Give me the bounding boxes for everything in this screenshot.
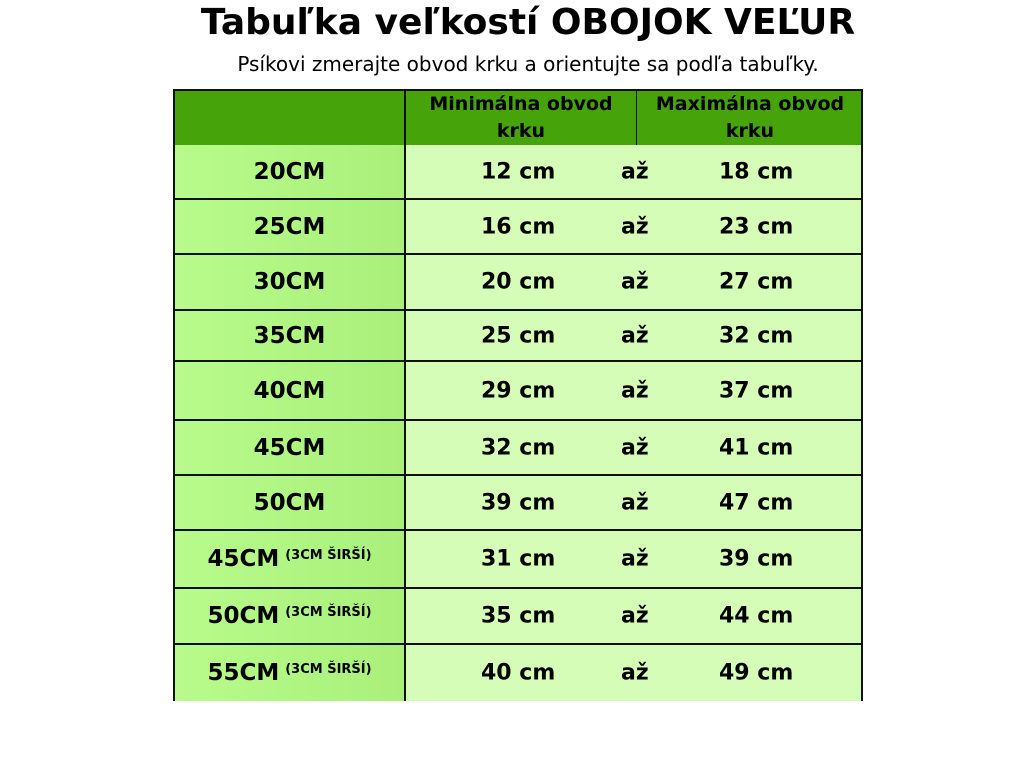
size-label: 30CM <box>253 269 326 295</box>
max-value: 41 cm <box>719 435 794 460</box>
size-label: 40CM <box>253 377 326 404</box>
range-separator: až <box>621 214 649 239</box>
header-min: Minimálna obvod krku <box>404 91 637 145</box>
max-value: 37 cm <box>719 378 794 403</box>
size-table: Minimálna obvod krku Maximálna obvod krk… <box>173 89 863 701</box>
page-title: Tabuľka veľkostí OBOJOK VEĽUR <box>200 2 856 43</box>
range-cell: 40 cm až 49 cm <box>406 645 861 701</box>
size-cell: 50CM <box>175 476 406 529</box>
size-cell: 20CM <box>175 145 406 198</box>
range-separator: až <box>621 546 649 572</box>
range-cell: 39 cm až 47 cm <box>406 476 861 529</box>
size-label: 55CM <box>207 660 280 686</box>
size-label: 45CM <box>207 546 280 572</box>
size-label: 35CM <box>253 322 326 349</box>
table-row: 45CM (3CM ŠIRŠÍ) 31 cm až 39 cm <box>175 531 861 589</box>
range-separator: až <box>621 490 649 515</box>
table-row: 30CM 20 cm až 27 cm <box>175 255 861 311</box>
size-note: (3CM ŠIRŠÍ) <box>285 661 372 677</box>
table-row: 45CM 32 cm až 41 cm <box>175 421 861 476</box>
page-subtitle: Psíkovi zmerajte obvod krku a orientujte… <box>237 52 819 76</box>
size-label: 25CM <box>253 213 326 240</box>
range-cell: 32 cm až 41 cm <box>406 421 861 474</box>
table-row: 50CM (3CM ŠIRŠÍ) 35 cm až 44 cm <box>175 589 861 645</box>
size-cell: 35CM <box>175 311 406 360</box>
min-value: 40 cm <box>481 660 556 686</box>
size-cell: 30CM <box>175 255 406 309</box>
table-row: 35CM 25 cm až 32 cm <box>175 311 861 362</box>
size-note: (3CM ŠIRŠÍ) <box>285 604 372 620</box>
max-value: 49 cm <box>719 660 794 686</box>
range-separator: až <box>621 435 649 460</box>
header-max: Maximálna obvod krku <box>655 93 845 142</box>
size-note: (3CM ŠIRŠÍ) <box>285 547 372 563</box>
max-value: 39 cm <box>719 546 794 572</box>
min-value: 20 cm <box>481 269 556 295</box>
range-separator: až <box>621 159 649 184</box>
max-value: 18 cm <box>719 159 794 184</box>
max-value: 32 cm <box>719 323 794 348</box>
min-value: 25 cm <box>481 323 556 348</box>
range-separator: až <box>621 378 649 403</box>
max-value: 47 cm <box>719 490 794 515</box>
min-value: 12 cm <box>481 159 556 184</box>
min-value: 32 cm <box>481 435 556 460</box>
range-separator: až <box>621 660 649 686</box>
table-row: 20CM 12 cm až 18 cm <box>175 145 861 200</box>
range-cell: 20 cm až 27 cm <box>406 255 861 309</box>
range-separator: až <box>621 323 649 348</box>
range-cell: 16 cm až 23 cm <box>406 200 861 253</box>
table-row: 50CM 39 cm až 47 cm <box>175 476 861 531</box>
min-value: 16 cm <box>481 214 556 239</box>
size-cell: 45CM <box>175 421 406 474</box>
min-value: 31 cm <box>481 546 556 572</box>
min-value: 29 cm <box>481 378 556 403</box>
range-cell: 25 cm až 32 cm <box>406 311 861 360</box>
range-separator: až <box>621 269 649 295</box>
size-cell: 25CM <box>175 200 406 253</box>
range-cell: 35 cm až 44 cm <box>406 589 861 643</box>
max-value: 27 cm <box>719 269 794 295</box>
max-value: 44 cm <box>719 603 794 629</box>
range-cell: 29 cm až 37 cm <box>406 362 861 419</box>
size-cell: 50CM (3CM ŠIRŠÍ) <box>175 589 406 643</box>
table-row: 40CM 29 cm až 37 cm <box>175 362 861 421</box>
min-value: 39 cm <box>481 490 556 515</box>
range-cell: 12 cm až 18 cm <box>406 145 861 198</box>
range-separator: až <box>621 603 649 629</box>
table-row: 25CM 16 cm až 23 cm <box>175 200 861 255</box>
min-value: 35 cm <box>481 603 556 629</box>
size-cell: 45CM (3CM ŠIRŠÍ) <box>175 531 406 587</box>
size-label: 45CM <box>253 434 326 461</box>
table-row: 55CM (3CM ŠIRŠÍ) 40 cm až 49 cm <box>175 645 861 701</box>
table-header: Minimálna obvod krku Maximálna obvod krk… <box>175 91 861 147</box>
max-value: 23 cm <box>719 214 794 239</box>
size-label: 20CM <box>253 158 326 185</box>
size-label: 50CM <box>253 489 326 516</box>
size-cell: 55CM (3CM ŠIRŠÍ) <box>175 645 406 701</box>
size-label: 50CM <box>207 603 280 629</box>
size-cell: 40CM <box>175 362 406 419</box>
range-cell: 31 cm až 39 cm <box>406 531 861 587</box>
